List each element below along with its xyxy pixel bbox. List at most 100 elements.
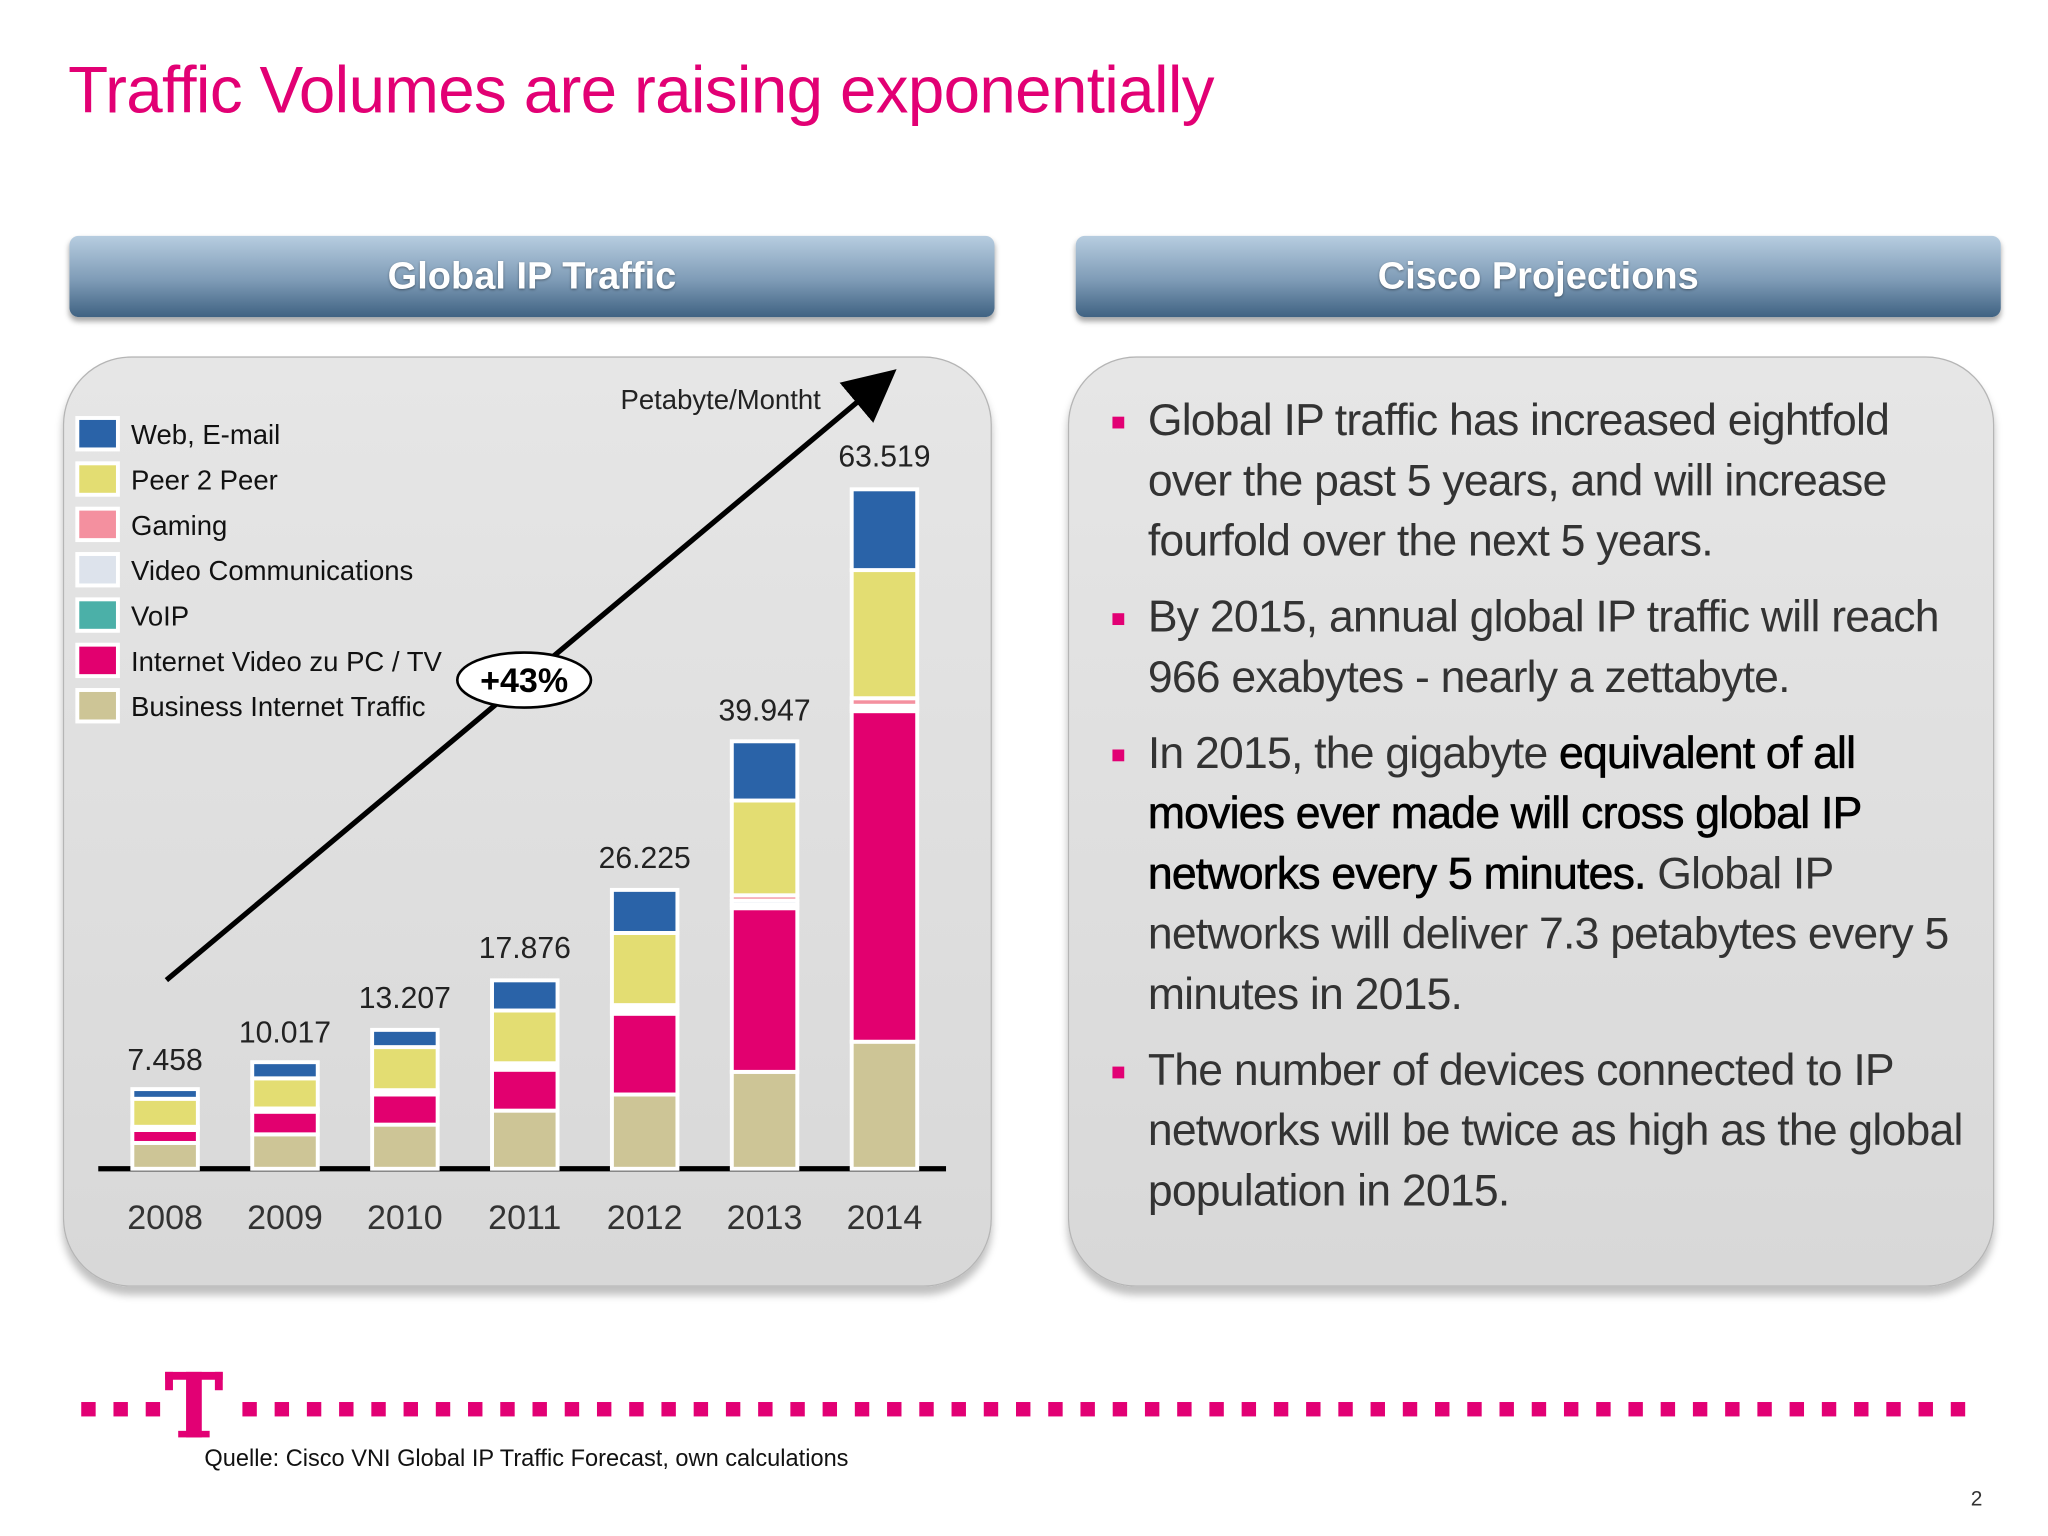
bar-segment (370, 1027, 440, 1050)
text-panel (1067, 356, 1995, 1287)
footer-dot (887, 1402, 902, 1417)
footer-dot (822, 1402, 838, 1417)
footer-dot (1177, 1402, 1192, 1417)
footer-dot (1950, 1402, 1966, 1417)
legend-swatch (75, 552, 120, 588)
footer-dot (1435, 1402, 1450, 1417)
bar-segment (609, 1092, 680, 1171)
bar-segment (490, 1067, 560, 1113)
bar-segment (130, 1096, 200, 1129)
bar-segment (490, 978, 560, 1013)
bullet-text: The number of devices connected to IP ne… (1147, 1045, 1964, 1216)
footer-dot (1499, 1402, 1514, 1417)
unit-label: Petabyte/Montht (621, 384, 822, 415)
footer-dot (790, 1402, 805, 1417)
footer-dot (1886, 1402, 1901, 1417)
footer-dot (113, 1402, 128, 1417)
bar-segment (609, 931, 680, 1008)
x-tick-label: 2009 (247, 1199, 323, 1237)
bar-segment (370, 1092, 440, 1127)
bar-segment (729, 739, 800, 803)
footer-dot (596, 1402, 612, 1417)
legend-label: Web, E-mail (131, 419, 280, 450)
bar-segment (609, 1011, 680, 1097)
footer-dot (468, 1402, 483, 1417)
bullet-text: Global IP networks will deliver 7.3 peta… (1147, 849, 1949, 1020)
footer-dot (1080, 1402, 1095, 1417)
footer-dot (306, 1402, 322, 1417)
legend-label: VoIP (131, 601, 189, 632)
page-number: 2 (1970, 1488, 1983, 1511)
bullet: By 2015, annual global IP traffic will r… (1107, 587, 1972, 708)
bar-segment (849, 568, 920, 701)
x-tick-label: 2010 (367, 1199, 443, 1237)
left-header: Global IP Traffic (69, 235, 995, 318)
bar-segment (729, 906, 800, 1074)
x-tick-label: 2012 (607, 1199, 683, 1237)
legend-label: Business Internet Traffic (131, 691, 426, 722)
footer-bar (81, 1371, 1966, 1438)
bar-segment (490, 1008, 560, 1066)
bullet-text: equivalent of all movies ever made will … (1147, 728, 1861, 899)
bar-segment (370, 1122, 440, 1171)
footer-dot (1370, 1402, 1385, 1417)
annotation-bubble (455, 651, 593, 709)
footer-dot (1918, 1402, 1933, 1417)
bar-segment (370, 1045, 440, 1093)
total-label: 13.207 (359, 982, 451, 1015)
footer-dot (1596, 1402, 1611, 1417)
x-tick-label: 2011 (488, 1199, 561, 1237)
total-label: 63.519 (838, 440, 930, 473)
x-tick-label: 2013 (727, 1199, 803, 1237)
footer-dot (725, 1402, 741, 1417)
bar-segment (250, 1109, 320, 1137)
bullet: Global IP traffic has increased eightfol… (1107, 390, 1972, 571)
bar-segment (490, 1108, 560, 1171)
footer-dot (1273, 1402, 1289, 1417)
right-header: Cisco Projections (1075, 235, 2001, 318)
legend-swatch (75, 506, 120, 543)
x-tick-label: 2014 (847, 1199, 923, 1237)
footer-dot (1660, 1402, 1676, 1417)
bar-segment (849, 1039, 920, 1171)
footer-dot (1821, 1402, 1837, 1417)
footer-dot (371, 1402, 386, 1417)
footer-dot (919, 1402, 934, 1417)
footer-dot (758, 1402, 773, 1417)
footer-dot (951, 1402, 966, 1417)
legend-swatch (75, 642, 120, 679)
footer-dot (629, 1402, 644, 1417)
bullet: In 2015, the gigabyte equivalent of all … (1107, 723, 1972, 1024)
footer-dot (500, 1402, 515, 1417)
footer-dot (1757, 1402, 1772, 1417)
footer-dot (983, 1402, 999, 1417)
footer-dot (435, 1402, 451, 1417)
bar-segment (250, 1060, 320, 1081)
footer-dot (1112, 1402, 1128, 1417)
bullet-text: By 2015, annual global IP traffic will r… (1147, 592, 1940, 703)
footer-dot (661, 1402, 676, 1417)
footer-dot (1144, 1402, 1160, 1417)
bullet-text: Global IP traffic has increased eightfol… (1147, 395, 1890, 567)
footer-dot (1789, 1402, 1805, 1417)
telekom-logo (165, 1371, 223, 1438)
bar-segment (849, 487, 920, 573)
footer-dot (1338, 1402, 1353, 1417)
footer-dot (339, 1402, 354, 1417)
legend-label: Peer 2 Peer (131, 465, 278, 496)
footer-dot (403, 1402, 418, 1417)
legend-label: Gaming (131, 510, 227, 541)
legend-swatch (75, 597, 120, 633)
footer-dot (1467, 1402, 1482, 1417)
bar-segment (130, 1087, 200, 1101)
total-label: 39.947 (718, 694, 810, 727)
footer-dot (693, 1402, 709, 1417)
x-tick-label: 2008 (127, 1199, 203, 1237)
footer-dot (1241, 1402, 1257, 1417)
bullet: The number of devices connected to IP ne… (1107, 1040, 1972, 1221)
footer-dot (1209, 1402, 1224, 1417)
footer-dot (1531, 1402, 1547, 1417)
